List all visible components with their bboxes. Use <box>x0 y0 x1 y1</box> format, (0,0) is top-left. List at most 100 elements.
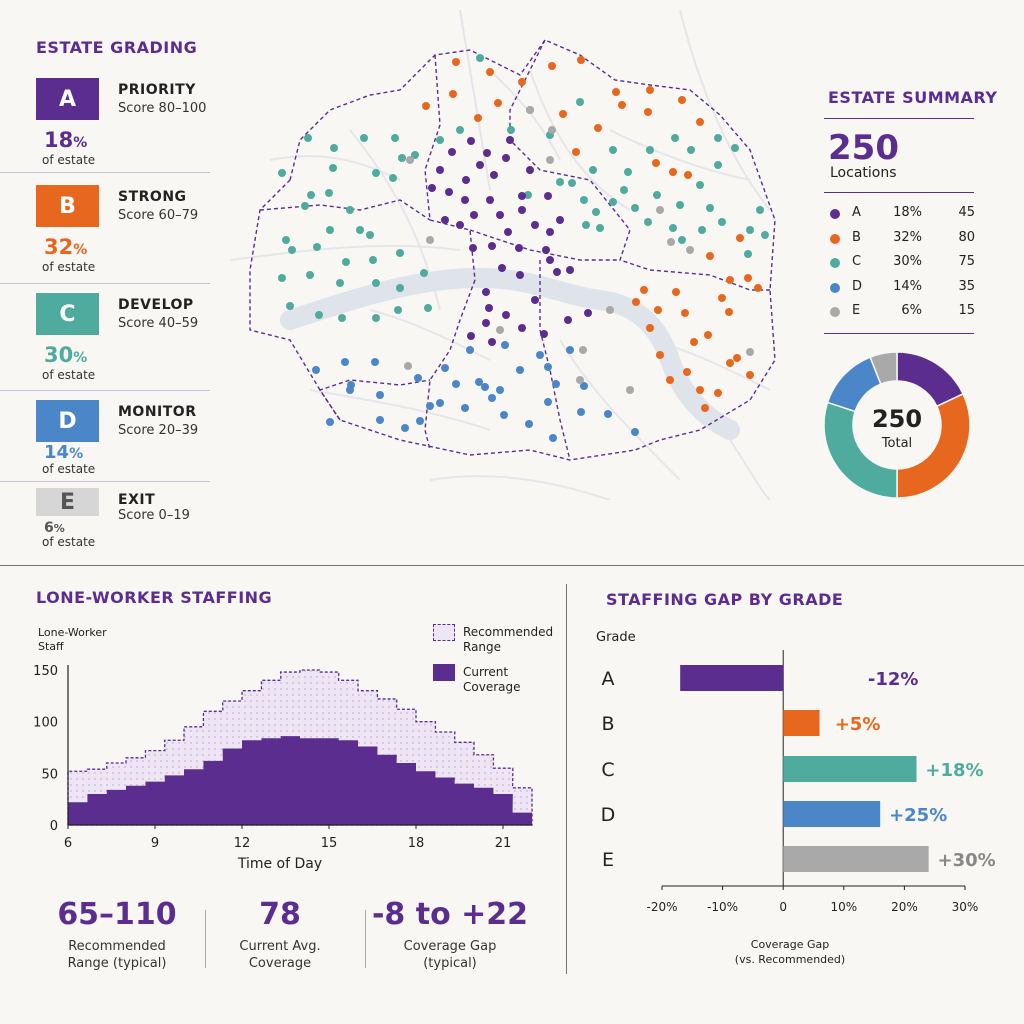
summary-count: 75 <box>958 254 975 269</box>
x-tick-label: 10% <box>830 900 857 914</box>
location-dot-grade-c <box>609 146 617 154</box>
grade-percentage: 6% <box>44 520 65 536</box>
grade-separator <box>0 481 210 482</box>
summary-count: 35 <box>958 278 975 294</box>
location-dot-grade-c <box>596 224 604 232</box>
location-dot-grade-c <box>394 306 402 314</box>
summary-count: 45 <box>958 205 975 220</box>
donut-slice-e <box>869 351 898 386</box>
x-tick-label: -20% <box>646 900 677 914</box>
location-dot-grade-c <box>678 236 686 244</box>
location-dot-grade-c <box>746 226 754 234</box>
location-dot-grade-b <box>572 148 580 156</box>
location-dot-grade-a <box>553 268 561 276</box>
location-dot-grade-c <box>507 126 515 134</box>
grade-color-dot <box>830 209 840 219</box>
location-dot-grade-c <box>372 279 380 287</box>
location-dot-grade-d <box>536 351 544 359</box>
location-dot-grade-c <box>731 144 739 152</box>
gap-bar-a <box>680 665 784 691</box>
summary-grade: B <box>852 229 861 245</box>
location-dot-grade-a <box>531 221 539 229</box>
location-dot-grade-d <box>326 418 334 426</box>
x-tick-label: 12 <box>234 836 251 851</box>
location-dot-grade-a <box>531 296 539 304</box>
location-dot-grade-e <box>404 362 412 370</box>
location-dot-grade-a <box>470 211 478 219</box>
location-dot-grade-c <box>360 134 368 142</box>
location-dot-grade-d <box>604 410 612 418</box>
location-dot-grade-c <box>325 189 333 197</box>
location-dot-grade-a <box>476 161 484 169</box>
location-dot-grade-a <box>540 330 548 338</box>
gap-xlabel: Coverage Gap (vs. Recommended) <box>734 938 846 966</box>
location-dot-grade-c <box>592 208 600 216</box>
location-dot-grade-c <box>315 311 323 319</box>
location-dot-grade-a <box>467 137 475 145</box>
location-dot-grade-d <box>436 399 444 407</box>
grade-name: PRIORITY <box>118 82 196 98</box>
location-dot-grade-a <box>546 228 554 236</box>
grade-score-range: Score 0–19 <box>118 508 190 523</box>
location-dot-grade-c <box>282 236 290 244</box>
grade-separator <box>0 172 210 173</box>
location-dot-grade-b <box>746 371 754 379</box>
location-dot-grade-e <box>546 156 554 164</box>
location-dot-grade-c <box>624 168 632 176</box>
location-dot-grade-b <box>704 331 712 339</box>
grade-percentage: 14% <box>44 442 83 463</box>
grade-badge: D <box>36 400 99 442</box>
gap-value-label: -12% <box>868 669 919 690</box>
donut-center-label: Total <box>881 436 913 451</box>
summary-count: 15 <box>958 303 975 318</box>
grade-percentage-value: 18 <box>44 128 74 152</box>
column-divider <box>566 584 567 974</box>
x-tick-label: -10% <box>707 900 738 914</box>
location-dot-grade-c <box>669 224 677 232</box>
location-dot-grade-c <box>356 226 364 234</box>
location-dot-grade-b <box>706 252 714 260</box>
x-tick-label: 6 <box>64 836 72 851</box>
grade-color-dot <box>830 307 840 317</box>
location-dot-grade-c <box>424 304 432 312</box>
grade-badge: E <box>36 488 99 516</box>
location-dot-grade-b <box>646 324 654 332</box>
map-street <box>609 129 751 181</box>
location-dot-grade-b <box>632 298 640 306</box>
location-dot-grade-c <box>714 134 722 142</box>
stat-value: -8 to +22 <box>371 897 529 932</box>
location-dot-grade-d <box>552 380 560 388</box>
gap-bar-e <box>783 846 929 872</box>
summary-total-label: Locations <box>830 165 897 181</box>
summary-rule <box>824 192 974 193</box>
grade-badge: C <box>36 293 99 335</box>
gap-bar-chart: -20% -10% 0 10% 20% 30% A -12% B +5% C +18% D +25% E +3… <box>601 650 996 914</box>
location-dot-grade-c <box>329 164 337 172</box>
x-tick-label: 30% <box>952 900 979 914</box>
location-dot-grade-a <box>518 206 526 214</box>
grade-score-range: Score 40–59 <box>118 316 199 331</box>
location-dot-grade-c <box>372 169 380 177</box>
location-dot-grade-e <box>548 126 556 134</box>
grade-percentage: 32% <box>44 235 87 259</box>
location-dot-grade-e <box>426 236 434 244</box>
legend-current-label: Current Coverage <box>463 665 521 694</box>
summary-percent: 32% <box>893 229 922 245</box>
location-dot-grade-b <box>474 114 482 122</box>
location-dot-grade-e <box>626 386 634 394</box>
location-dot-grade-b <box>683 368 691 376</box>
location-dot-grade-e <box>576 376 584 384</box>
location-dot-grade-c <box>476 54 484 62</box>
map-street <box>679 10 771 211</box>
location-dot-grade-b <box>646 86 654 94</box>
percent-symbol: % <box>73 242 88 258</box>
location-dot-grade-b <box>449 90 457 98</box>
map-street <box>459 10 491 191</box>
location-dot-grade-b <box>733 354 741 362</box>
location-dot-grade-c <box>687 146 695 154</box>
location-dot-grade-b <box>559 110 567 118</box>
summary-grade: C <box>852 254 862 269</box>
location-dot-grade-d <box>401 424 409 432</box>
location-dot-grade-c <box>346 206 354 214</box>
location-dot-grade-a <box>441 216 449 224</box>
